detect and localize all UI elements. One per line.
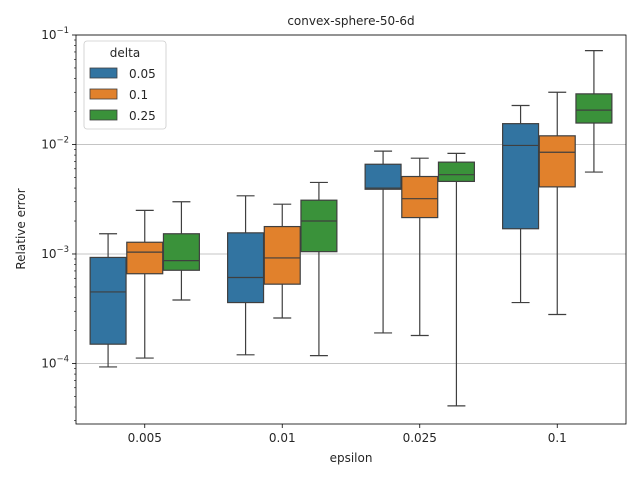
legend: delta 0.05 0.1 0.25: [83, 40, 167, 130]
y-tick-label: 10−4: [41, 354, 69, 370]
iqr-box: [227, 232, 265, 304]
legend-swatch: [89, 67, 118, 79]
box-0.25-0.025: [437, 152, 475, 407]
y-axis: 10−4 10−3 10−2 10−1: [41, 26, 76, 422]
legend-frame: [83, 40, 167, 130]
box-0.1-0.025: [401, 157, 439, 337]
box-0.05-0.01: [227, 195, 265, 356]
legend-swatch: [89, 109, 118, 121]
x-tick-label: 0.01: [269, 431, 296, 445]
iqr-box: [162, 233, 200, 271]
legend-title: delta: [110, 46, 140, 60]
y-axis-title: Relative error: [14, 188, 28, 269]
iqr-box: [575, 93, 613, 124]
iqr-box: [401, 175, 439, 219]
iqr-box: [300, 199, 338, 253]
box-0.1-0.005: [126, 209, 164, 359]
x-tick-label: 0.025: [403, 431, 437, 445]
legend-label: 0.25: [129, 109, 156, 123]
iqr-box: [502, 123, 540, 230]
iqr-box: [364, 163, 402, 190]
iqr-box: [126, 241, 164, 275]
box-0.1-0.1: [538, 91, 576, 316]
iqr-box: [437, 161, 475, 183]
iqr-box: [263, 225, 301, 285]
iqr-box: [89, 256, 127, 345]
box-0.1-0.01: [263, 203, 301, 319]
x-axis: 0.005 0.01 0.025 0.1: [128, 424, 567, 445]
y-tick-label: 10−1: [41, 26, 69, 42]
box-0.25-0.1: [575, 50, 613, 173]
legend-swatch: [89, 88, 118, 100]
legend-label: 0.05: [129, 67, 156, 81]
iqr-box: [538, 135, 576, 188]
box-0.05-0.005: [89, 233, 127, 368]
plot-area: [89, 50, 613, 407]
box-0.25-0.01: [300, 181, 338, 357]
box-0.05-0.025: [364, 150, 402, 334]
x-tick-label: 0.005: [128, 431, 162, 445]
legend-label: 0.1: [129, 88, 148, 102]
x-tick-label: 0.1: [548, 431, 567, 445]
plot-frame: [75, 34, 627, 425]
box-0.25-0.005: [162, 201, 200, 301]
x-axis-title: epsilon: [330, 451, 373, 465]
chart-title: convex-sphere-50-6d: [287, 14, 414, 28]
y-tick-label: 10−2: [41, 135, 69, 151]
y-tick-label: 10−3: [41, 245, 69, 261]
box-0.05-0.1: [502, 104, 540, 304]
